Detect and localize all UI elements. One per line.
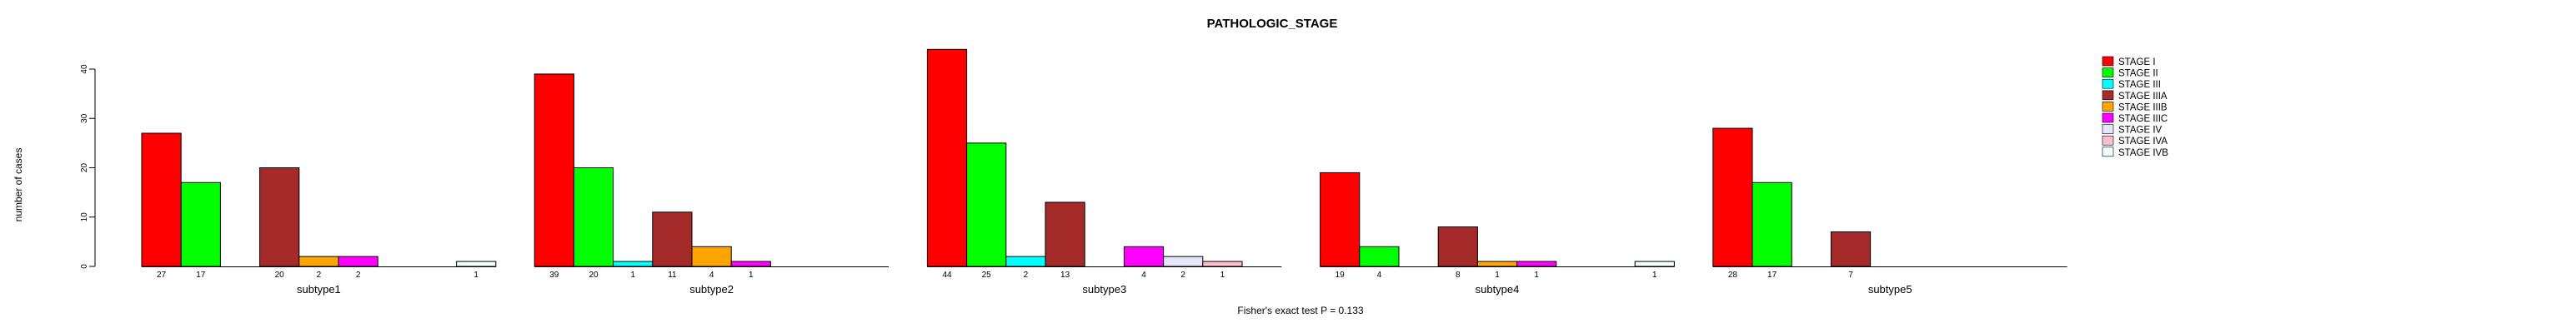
group-label-subtype4: subtype4 [1476,283,1520,296]
bar-value-label: 8 [1456,271,1461,280]
bar-subtype4-stage-i [1320,171,1361,267]
bar-value-label: 1 [1220,271,1225,280]
bar-value-label: 20 [275,271,285,280]
group-label-subtype5: subtype5 [1868,283,1912,296]
bar-value-label: 4 [709,271,714,280]
bar-value-label: 2 [1180,271,1185,280]
bar-value-label: 2 [1024,271,1029,280]
bar-subtype1-stage-ii [180,181,221,267]
bar-subtype3-stage-i [926,48,968,267]
legend-swatch-stage-iiib [2102,102,2114,112]
group-label-subtype1: subtype1 [297,283,341,296]
bar-value-label: 17 [196,271,206,280]
bar-value-label: 1 [1495,271,1500,280]
bar-value-label: 2 [317,271,322,280]
legend-swatch-stage-iv [2102,124,2114,134]
bar-value-label: 4 [1141,271,1146,280]
bar-value-label: 1 [474,271,479,280]
legend-label-stage-iiic: STAGE IIIC [2118,114,2168,124]
bar-subtype3-stage-iiia [1045,201,1085,267]
y-tick-label: 10 [80,212,89,222]
bar-value-label: 13 [1060,271,1070,280]
legend-label-stage-ii: STAGE II [2118,69,2158,79]
bar-value-label: 17 [1767,271,1777,280]
legend-label-stage-i: STAGE I [2118,57,2156,67]
bar-subtype1-stage-i [141,132,182,267]
bar-subtype5-stage-iiia [1830,231,1872,267]
legend-swatch-stage-i [2102,56,2114,67]
bar-value-label: 44 [942,271,952,280]
legend-swatch-stage-ii [2102,67,2114,77]
legend-swatch-stage-iii [2102,78,2114,89]
group-label-subtype2: subtype2 [689,283,734,296]
bar-subtype1-stage-iiic [338,256,378,267]
bar-subtype5-stage-i [1712,127,1753,267]
bar-value-label: 25 [982,271,992,280]
legend-label-stage-iv: STAGE IV [2118,126,2163,136]
bar-subtype4-stage-iiic [1516,261,1557,267]
legend-swatch-stage-iva [2102,135,2114,146]
bar-subtype4-stage-iiia [1437,226,1478,267]
fisher-test-caption: Fisher's exact test P = 0.133 [1237,305,1364,316]
bar-subtype3-stage-iiic [1123,246,1165,267]
bar-value-label: 19 [1336,271,1346,280]
bar-value-label: 7 [1848,271,1853,280]
legend-label-stage-iva: STAGE IVA [2118,137,2168,147]
bar-value-label: 27 [157,271,167,280]
bar-value-label: 39 [549,271,559,280]
bar-value-label: 28 [1728,271,1738,280]
bar-value-label: 2 [356,271,361,280]
bar-subtype4-stage-ivb [1634,261,1675,267]
bar-subtype3-stage-iva [1202,261,1243,267]
group-label-subtype3: subtype3 [1082,283,1126,296]
bar-value-label: 11 [668,271,677,280]
bar-subtype2-stage-iiib [691,246,732,267]
bar-value-label: 4 [1377,271,1382,280]
bar-subtype5-stage-ii [1752,181,1792,267]
bar-subtype2-stage-iiic [730,261,771,267]
legend-label-stage-iiib: STAGE IIIB [2118,102,2168,112]
chart-title: PATHOLOGIC_STAGE [1206,17,1338,31]
y-tick-label: 30 [80,113,89,123]
legend-swatch-stage-ivb [2102,147,2114,157]
y-tick-label: 40 [80,64,89,74]
bar-value-label: 1 [630,271,635,280]
bar-subtype1-stage-ivb [456,261,497,267]
bar-subtype4-stage-ii [1359,246,1400,267]
bar-subtype1-stage-iiia [259,167,300,267]
bar-value-label: 1 [1652,271,1657,280]
bar-subtype4-stage-iiib [1476,261,1518,267]
y-tick-label: 0 [80,264,89,269]
bar-subtype1-stage-iiib [298,256,339,267]
legend-label-stage-ivb: STAGE IVB [2118,148,2168,158]
bar-subtype3-stage-ii [966,142,1007,267]
bar-subtype2-stage-ii [573,167,614,267]
bar-subtype2-stage-iiia [652,211,693,267]
legend-swatch-stage-iiia [2102,90,2114,101]
legend-label-stage-iiia: STAGE IIIA [2118,92,2168,102]
bar-subtype3-stage-iii [1005,256,1046,267]
y-tick-label: 20 [80,163,89,173]
legend-label-stage-iii: STAGE III [2118,80,2161,90]
bar-value-label: 1 [1534,271,1539,280]
bar-subtype2-stage-iii [613,261,654,267]
bar-subtype2-stage-i [534,73,574,267]
bar-subtype3-stage-iv [1163,256,1204,267]
bar-value-label: 1 [749,271,754,280]
bar-value-label: 20 [589,271,599,280]
legend-swatch-stage-iiic [2102,112,2114,123]
